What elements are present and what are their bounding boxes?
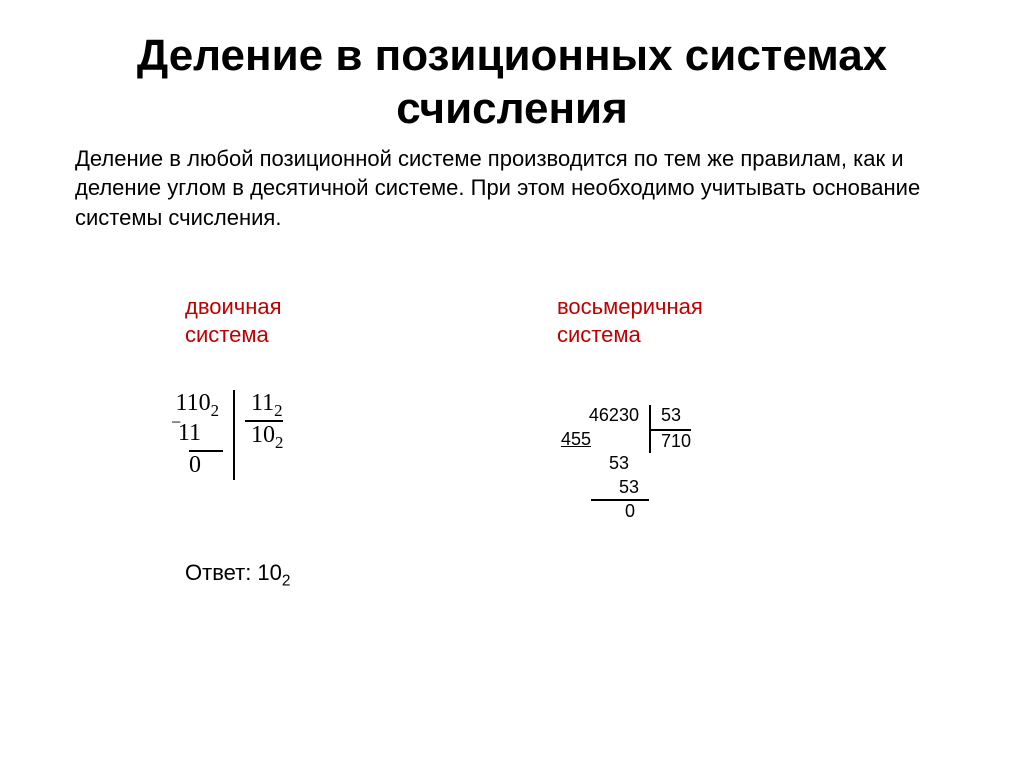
binary-answer: Ответ: 102 [185, 560, 477, 590]
binary-label: двоичная система [185, 293, 477, 350]
octal-divisor: 53 [649, 405, 691, 429]
octal-row5: 0 [557, 501, 649, 525]
binary-column: двоичная система − 1102 11 0 112 [75, 293, 477, 591]
page-title: Деление в позиционных системах счисления [75, 30, 949, 136]
octal-left: 46230 455 53 53 0 [557, 405, 649, 525]
binary-label-line2: система [185, 322, 269, 347]
octal-row3: 53 [557, 453, 649, 477]
minus-sign: − [171, 412, 181, 433]
octal-row1-left: 46230 [557, 405, 649, 429]
binary-dividend: 1102 [175, 390, 223, 420]
binary-remainder: 0 [189, 450, 223, 480]
octal-division: 46230 455 53 53 0 53 710 [557, 405, 949, 525]
octal-right: 53 710 [649, 405, 691, 525]
binary-label-line1: двоичная [185, 294, 282, 319]
binary-divisor-side: 112 102 [233, 390, 283, 480]
octal-column: восьмеричная система 46230 455 53 53 0 5… [547, 293, 949, 591]
binary-division: − 1102 11 0 112 102 [175, 390, 477, 480]
octal-label: восьмеричная система [557, 293, 949, 350]
binary-divisor: 112 [245, 390, 283, 420]
binary-sub-row: 11 [175, 420, 223, 450]
content-columns: двоичная система − 1102 11 0 112 [75, 293, 949, 591]
octal-row2-left: 455 [557, 429, 649, 453]
binary-dividend-side: − 1102 11 0 [175, 390, 233, 480]
binary-quotient: 102 [245, 420, 283, 450]
octal-label-line2: система [557, 322, 641, 347]
octal-label-line1: восьмеричная [557, 294, 703, 319]
octal-quotient: 710 [649, 429, 691, 453]
octal-row4: 53 [557, 477, 649, 501]
description-text: Деление в любой позиционной системе прои… [75, 144, 949, 233]
